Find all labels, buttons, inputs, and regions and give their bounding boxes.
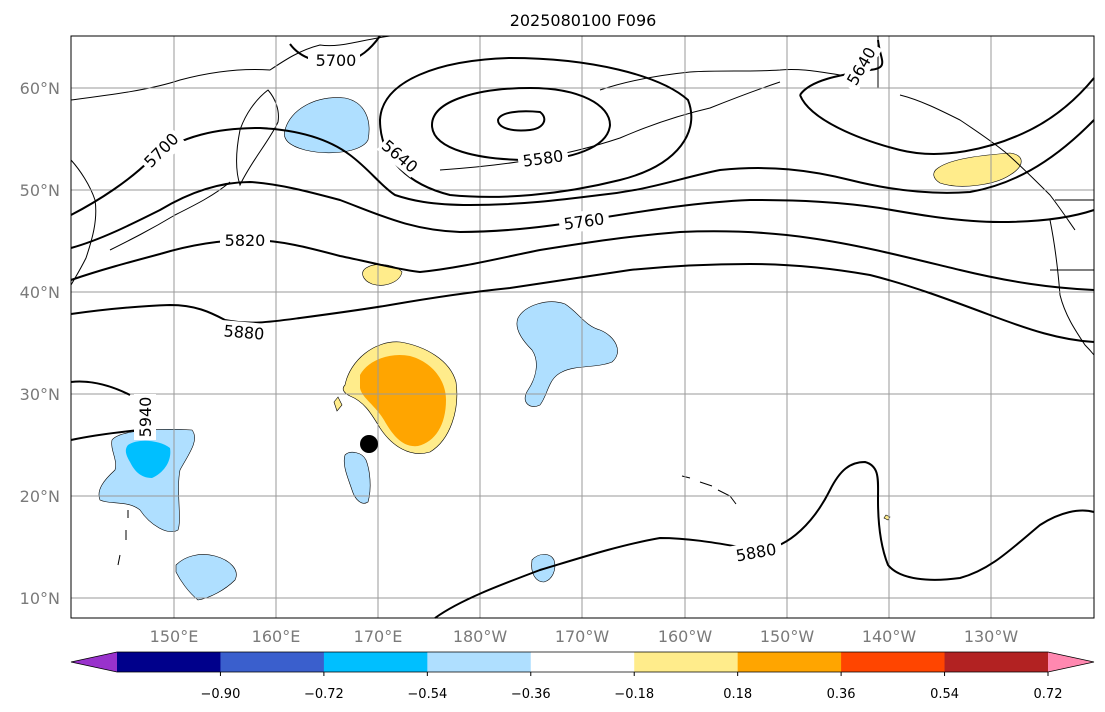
contour-label-5700-top: 5700	[316, 51, 357, 70]
lat-label-40N: 40°N	[20, 283, 60, 302]
storm-position-marker	[360, 435, 378, 453]
lat-label-30N: 30°N	[20, 385, 60, 404]
colorbar-extend-max	[1048, 652, 1094, 672]
lon-label-130W: 130°W	[964, 627, 1019, 646]
contour-label-5880-north: 5880	[223, 321, 265, 343]
coast-alaska-west	[599, 69, 841, 91]
shade-lightblue-south	[175, 554, 237, 601]
coast-na-west	[1049, 219, 1095, 356]
shade-yellow-bc	[933, 152, 1022, 187]
shaded-regions	[98, 97, 1022, 601]
coast-kurils	[109, 181, 231, 251]
coast-sakhalin-japan	[70, 159, 97, 286]
colorbar-segment	[427, 652, 532, 672]
shade-yellow-tiny	[333, 396, 343, 412]
lon-label-160E: 160°E	[252, 627, 301, 646]
lon-label-140W: 140°W	[862, 627, 917, 646]
contour-5880-south	[434, 460, 1095, 619]
longitude-labels: 150°E 160°E 170°E 180°W 170°W 160°W 150°…	[150, 627, 1019, 646]
colorbar-tick-label: −0.90	[201, 687, 241, 702]
colorbar-outline	[70, 651, 1095, 673]
coastlines	[70, 35, 1095, 566]
colorbar-segment	[634, 652, 739, 672]
coast-alaska-panhandle	[899, 94, 1076, 231]
shade-lightblue-east	[516, 301, 618, 407]
map-title: 2025080100 F096	[510, 11, 657, 30]
lon-label-160W: 160°W	[658, 627, 713, 646]
coast-aleutians	[439, 81, 781, 171]
colorbar-extend-min	[71, 652, 117, 672]
colorbar-tick-label: 0.72	[1034, 687, 1063, 702]
lat-label-10N: 10°N	[20, 589, 60, 608]
colorbar-segment	[944, 652, 1049, 672]
colorbar-tick-label: −0.72	[304, 687, 344, 702]
colorbar-segment	[323, 652, 428, 672]
lat-label-50N: 50°N	[20, 181, 60, 200]
colorbar-tick-label: −0.18	[614, 687, 654, 702]
contour-5880	[70, 262, 1095, 343]
colorbar-segment	[841, 652, 946, 672]
coast-kamchatka	[236, 89, 279, 187]
map-frame	[70, 35, 1095, 619]
latitude-labels: 60°N 50°N 40°N 30°N 20°N 10°N	[20, 79, 60, 608]
lon-label-170E: 170°E	[354, 627, 403, 646]
shade-blue-west	[125, 440, 171, 478]
colorbar-segment	[530, 652, 635, 672]
contour-5640-low	[379, 56, 693, 198]
shade-lightblue-small1	[343, 451, 371, 504]
colorbar-tick-label: 0.18	[723, 687, 752, 702]
lat-label-20N: 20°N	[20, 487, 60, 506]
colorbar-segment	[220, 652, 325, 672]
lon-label-150E: 150°E	[150, 627, 199, 646]
colorbar-segment	[737, 652, 842, 672]
lon-label-180W: 180°W	[453, 627, 508, 646]
colorbar-tick-label: 0.54	[930, 687, 959, 702]
lon-label-150W: 150°W	[760, 627, 815, 646]
colorbar-segment	[117, 652, 221, 672]
colorbar-tick-label: −0.54	[407, 687, 447, 702]
shade-lightblue-kamchatka	[284, 97, 370, 154]
contour-5580-outer	[430, 86, 612, 162]
colorbar-tick-label: 0.36	[827, 687, 856, 702]
map-plot: 5700 5700 5640 5580 5640 5760 5820 5880 …	[70, 35, 1095, 619]
coast-asia-north	[70, 35, 391, 101]
colorbar: −0.90 −0.72 −0.54 −0.36 −0.18 0.18 0.36 0.54 0.7…	[70, 651, 1095, 702]
contour-5580-inner	[496, 110, 546, 132]
coast-marianas	[117, 510, 129, 566]
shade-orange-central	[360, 354, 446, 447]
contour-5940	[70, 380, 131, 396]
shade-lightblue-west	[98, 429, 195, 532]
contour-label-5940: 5940	[136, 397, 155, 438]
lat-label-60N: 60°N	[20, 79, 60, 98]
contour-label-5820: 5820	[225, 231, 266, 250]
colorbar-tick-label: −0.36	[511, 687, 551, 702]
graticule	[71, 36, 1094, 618]
lon-label-170W: 170°W	[555, 627, 610, 646]
contour-5700	[70, 119, 1095, 216]
